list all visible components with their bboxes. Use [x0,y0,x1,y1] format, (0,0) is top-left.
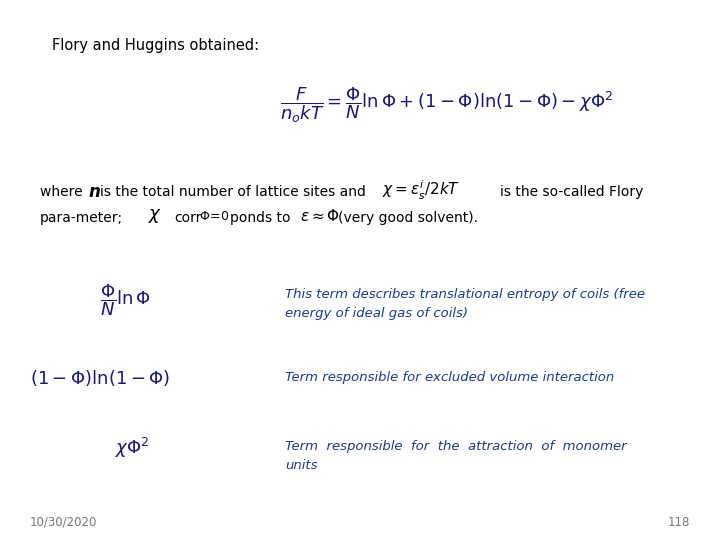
Text: $\varepsilon\approx\Phi$: $\varepsilon\approx\Phi$ [300,208,340,224]
Text: $\dfrac{F}{n_o kT} = \dfrac{\Phi}{N} \ln \Phi + (1-\Phi)\ln(1-\Phi) - \chi\Phi^2: $\dfrac{F}{n_o kT} = \dfrac{\Phi}{N} \ln… [280,85,613,125]
Text: Term responsible for excluded volume interaction: Term responsible for excluded volume int… [285,372,614,384]
Text: is the so-called Flory: is the so-called Flory [500,185,644,199]
Text: para-meter;: para-meter; [40,211,123,225]
Text: where: where [40,185,87,199]
Text: $\chi\Phi^2$: $\chi\Phi^2$ [115,436,150,460]
Text: corr: corr [174,211,202,225]
Text: $\chi = \varepsilon_s^i/2kT$: $\chi = \varepsilon_s^i/2kT$ [382,178,460,201]
Text: ponds to: ponds to [230,211,290,225]
Text: 10/30/2020: 10/30/2020 [30,516,97,529]
Text: $\chi$: $\chi$ [148,207,162,225]
Text: Flory and Huggins obtained:: Flory and Huggins obtained: [52,38,259,53]
Text: Term  responsible  for  the  attraction  of  monomer
units: Term responsible for the attraction of m… [285,440,626,472]
Text: is the total number of lattice sites and: is the total number of lattice sites and [100,185,366,199]
Text: $(1-\Phi)\ln(1-\Phi)$: $(1-\Phi)\ln(1-\Phi)$ [30,368,171,388]
Text: This term describes translational entropy of coils (free
energy of ideal gas of : This term describes translational entrop… [285,288,645,320]
Text: $\dfrac{\Phi}{N} \ln \Phi$: $\dfrac{\Phi}{N} \ln \Phi$ [100,282,151,318]
Text: $\Phi\!=\!0$: $\Phi\!=\!0$ [199,210,229,222]
Text: (very good solvent).: (very good solvent). [338,211,478,225]
Text: $\boldsymbol{n}$: $\boldsymbol{n}$ [88,183,101,201]
Text: 118: 118 [667,516,690,529]
